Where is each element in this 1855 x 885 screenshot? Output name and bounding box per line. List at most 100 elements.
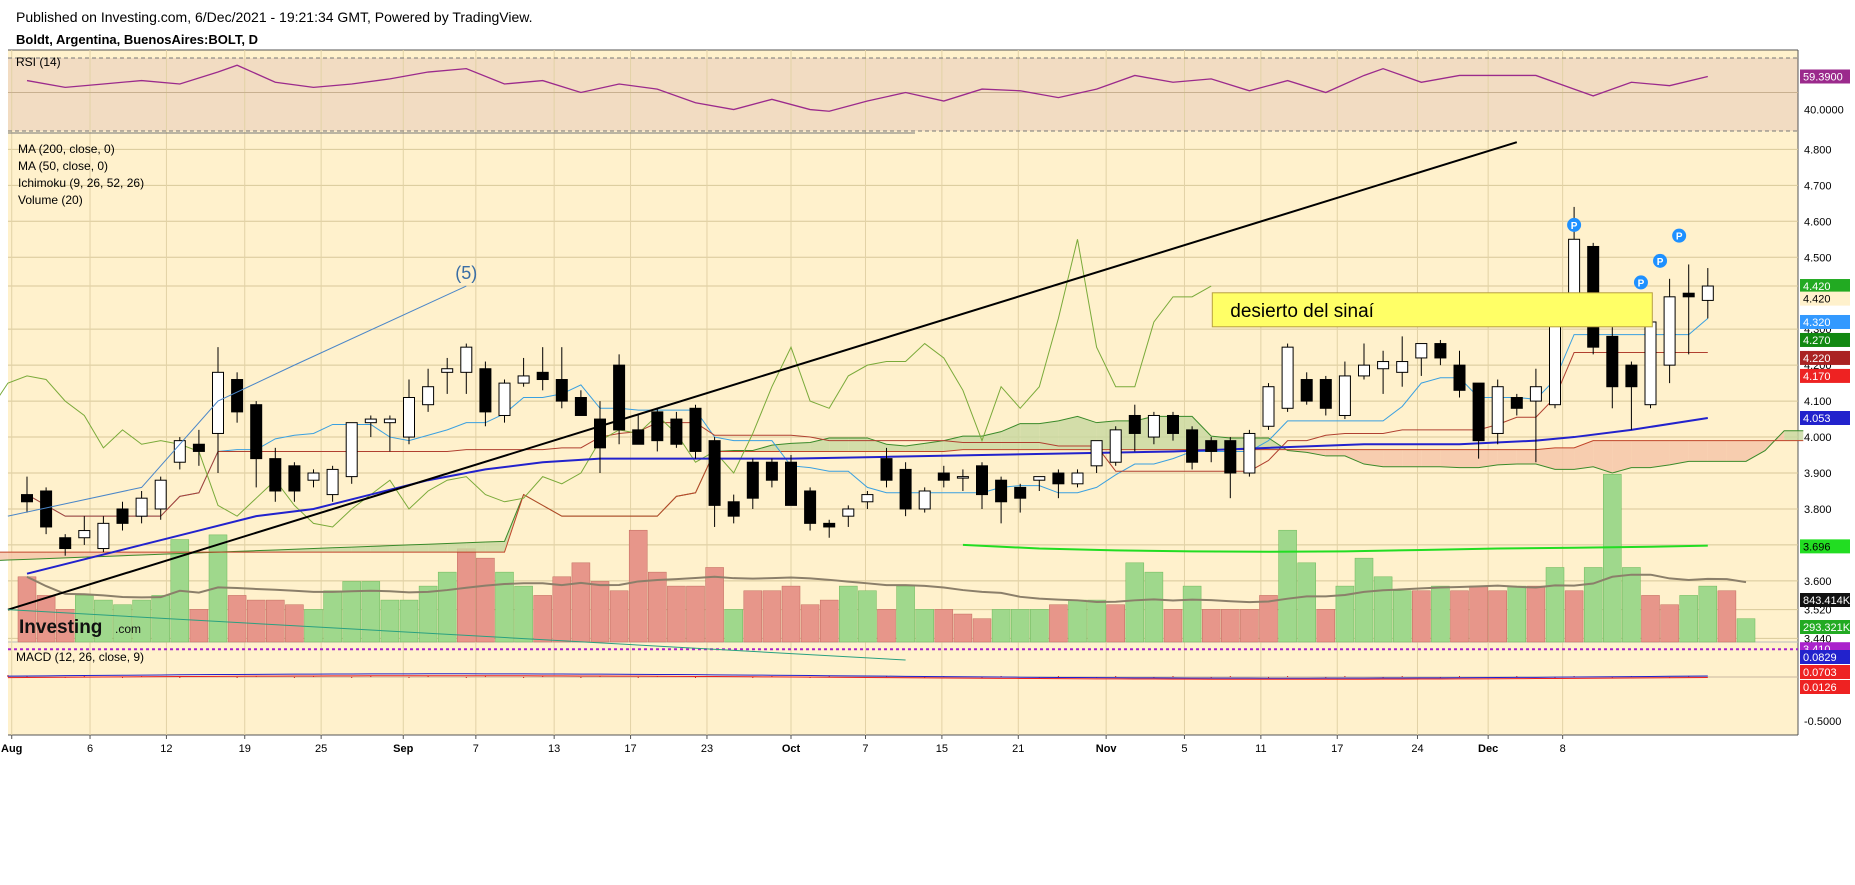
candle-body <box>651 411 664 442</box>
pivot-marker <box>1653 253 1668 268</box>
tenkan-line <box>26 318 1709 517</box>
cloud-segment <box>0 552 8 561</box>
price-badge <box>1800 279 1850 294</box>
drawings[interactable]: (5) desierto del sinaí P P P P <box>7 141 1798 661</box>
cloud-segment <box>924 440 944 452</box>
trading-chart[interactable]: (5) desierto del sinaí P P P P 4.800 4.700 4.60… <box>0 45 1855 885</box>
candle-body <box>1682 292 1695 298</box>
x-tick-label: 17 <box>1331 743 1343 755</box>
price-badge-label: 4.420 <box>1803 281 1831 293</box>
cloud-segment <box>867 437 887 452</box>
cloud-segment <box>332 547 352 553</box>
pivot-marker-label: P <box>1638 278 1645 289</box>
macd-badge-label: 0.0703 <box>1803 667 1837 679</box>
volume-bar <box>1240 609 1259 643</box>
volume-bar <box>36 595 56 643</box>
time-axis[interactable]: Aug 6 12 19 25 Sep 7 13 17 23 Oct 7 15 21 Nov 5 11 17 24 De… <box>1 735 1566 755</box>
volume-bar <box>1450 590 1469 643</box>
volume-bar <box>1297 562 1316 643</box>
volume-bar <box>75 595 94 643</box>
candle-body <box>1052 472 1065 485</box>
candle-body <box>1625 364 1638 388</box>
cloud-segment <box>485 541 505 553</box>
x-tick-label: Nov <box>1096 743 1118 755</box>
cloud-segment <box>370 545 390 553</box>
volume-bar <box>1412 590 1431 643</box>
candle-body <box>1415 343 1428 359</box>
candle-body <box>1701 285 1714 301</box>
candle-body <box>1663 296 1676 366</box>
volume-bar <box>628 529 648 643</box>
candle-body <box>1147 414 1160 438</box>
pivot-marker <box>1672 228 1687 243</box>
volume-bar <box>1488 590 1507 643</box>
volume-bar <box>1736 618 1756 643</box>
volume-bar <box>246 599 266 643</box>
candle-body <box>307 472 320 481</box>
volume-bar <box>1221 609 1240 643</box>
cloud-segment <box>848 437 868 452</box>
cloud-segment <box>1039 420 1059 450</box>
price-badge <box>1800 410 1850 425</box>
rsi-badge-label: 59.3900 <box>1803 71 1843 83</box>
candle-body <box>880 458 893 481</box>
volume-bar <box>1030 609 1049 643</box>
volume-badge-label: 843.414K <box>1803 595 1851 607</box>
cloud-segment <box>389 544 409 553</box>
candle-body <box>1014 486 1027 499</box>
candle-body <box>345 422 358 478</box>
volume-bar <box>189 609 209 643</box>
x-tick-label: 17 <box>624 743 636 755</box>
cloud-segment <box>1364 449 1384 467</box>
price-badge <box>1800 368 1850 383</box>
rsi-line <box>26 64 1708 112</box>
cloud-segment <box>46 552 66 559</box>
volume-bar <box>476 557 495 643</box>
candle-body <box>1644 321 1657 406</box>
volume-bar <box>1469 585 1488 643</box>
volume-bar <box>1564 590 1584 643</box>
candle-body <box>517 375 530 384</box>
x-tick-label: 7 <box>862 743 868 755</box>
x-tick-label: 11 <box>1255 743 1266 755</box>
volume-bar <box>1335 585 1355 643</box>
cloud-segment <box>409 544 429 553</box>
macd-badge <box>1800 665 1850 679</box>
senkou-span-a <box>0 415 1804 561</box>
volume-bar <box>1259 595 1278 643</box>
cloud-segment <box>313 547 333 553</box>
volume-bar <box>380 599 400 643</box>
y-tick-label: 4.500 <box>1804 252 1832 264</box>
macd-badge <box>1800 680 1850 694</box>
cloud-segment <box>1784 430 1804 441</box>
candle-body <box>364 418 377 424</box>
candle-body <box>1243 432 1256 474</box>
candle-body <box>842 508 855 517</box>
macd-y-tick: -0.5000 <box>1804 716 1841 728</box>
x-tick-label: 24 <box>1411 743 1423 755</box>
volume-bar <box>437 571 457 643</box>
x-tick-label: Sep <box>393 743 413 755</box>
volume-bar <box>1717 590 1737 643</box>
kijun-line <box>26 352 1708 517</box>
candle-body <box>746 461 759 499</box>
volume-bar <box>1603 474 1622 643</box>
pivot-marker-label: P <box>1676 232 1683 243</box>
volume-bar <box>705 567 724 643</box>
cloud-segment <box>447 542 467 553</box>
price-badge-label: 4.420 <box>1803 294 1831 306</box>
published-caption: Published on Investing.com, 6/Dec/2021 -… <box>16 9 533 25</box>
volume-bar <box>1201 609 1221 643</box>
cloud-segment <box>1421 449 1441 467</box>
cloud-segment <box>428 543 448 553</box>
volume-bar <box>1660 604 1679 643</box>
price-axis[interactable]: 4.8004.7004.6004.5004.4204.3004.2004.100… <box>1800 69 1851 728</box>
volume-bar <box>495 571 514 643</box>
x-tick-label: 6 <box>87 743 93 755</box>
candle-body <box>383 418 396 424</box>
candle-body <box>727 501 740 517</box>
candle-body <box>1281 346 1294 409</box>
chikou-line <box>0 239 1212 528</box>
y-tick-label: 4.600 <box>1804 216 1832 228</box>
